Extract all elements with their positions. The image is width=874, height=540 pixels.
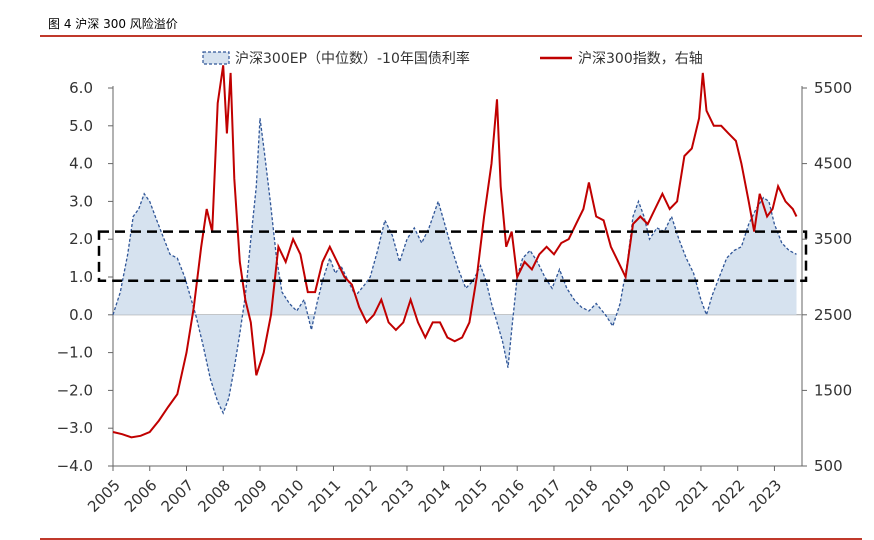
highlight-band [97, 230, 808, 283]
x-tick-label: 2023 [746, 476, 786, 516]
x-tick-label: 2007 [158, 476, 198, 516]
index-series-line [112, 65, 798, 439]
highlight-band-rect [97, 230, 808, 283]
ep-series-line [112, 118, 797, 415]
x-tick-label: 2018 [562, 476, 602, 516]
y-left-tick-label: 0.0 [69, 306, 93, 324]
legend: 沪深300EP（中位数）-10年国债利率 沪深300指数，右轴 [202, 50, 703, 67]
x-tick-label: 2022 [709, 476, 749, 516]
x-tick-label: 2005 [84, 476, 124, 516]
x-tick-label: 2017 [525, 476, 565, 516]
y-left-tick-label: −4.0 [57, 457, 93, 475]
x-tick-label: 2010 [268, 476, 308, 516]
y-left-tick-label: 1.0 [69, 268, 93, 286]
y-left-tick-label: −1.0 [57, 344, 93, 362]
x-tick-label: 2011 [305, 476, 345, 516]
x-tick-label: 2015 [452, 476, 492, 516]
x-tick-label: 2013 [378, 476, 418, 516]
x-tick-label: 2019 [599, 476, 639, 516]
y-right-tick-label: 1500 [814, 381, 852, 399]
x-tick-label: 2016 [488, 476, 528, 516]
y-right-tick-label: 2500 [814, 306, 852, 324]
legend-ep-swatch [202, 51, 230, 65]
y-left-tick-label: −2.0 [57, 381, 93, 399]
y-left-tick-label: −3.0 [57, 419, 93, 437]
y-left-tick-label: 3.0 [69, 192, 93, 210]
series-ep [112, 118, 797, 415]
x-tick-label: 2020 [635, 476, 675, 516]
x-tick-label: 2014 [415, 476, 455, 516]
y-left-tick-label: 2.0 [69, 230, 93, 248]
bottom-rule [40, 538, 862, 540]
y-right-tick-label: 3500 [814, 230, 852, 248]
y-right-tick-label: 5500 [814, 79, 852, 97]
y-left-tick-label: 5.0 [69, 117, 93, 135]
x-tick-label: 2021 [672, 476, 712, 516]
legend-ep-label: 沪深300EP（中位数）-10年国债利率 [235, 50, 470, 67]
y-right-tick-label: 4500 [814, 155, 852, 173]
figure-title: 图 4 沪深 300 风险溢价 [48, 17, 178, 31]
x-tick-label: 2008 [194, 476, 234, 516]
legend-index-label: 沪深300指数，右轴 [578, 51, 703, 67]
y-left-tick-label: 6.0 [69, 79, 93, 97]
x-tick-label: 2012 [341, 476, 381, 516]
y-left-tick-label: 4.0 [69, 155, 93, 173]
ep-area-fill [113, 118, 797, 414]
x-tick-label: 2006 [121, 476, 161, 516]
x-tick-label: 2009 [231, 476, 271, 516]
y-right-tick-label: 500 [814, 457, 843, 475]
top-rule [40, 35, 862, 37]
series-index [112, 65, 798, 439]
